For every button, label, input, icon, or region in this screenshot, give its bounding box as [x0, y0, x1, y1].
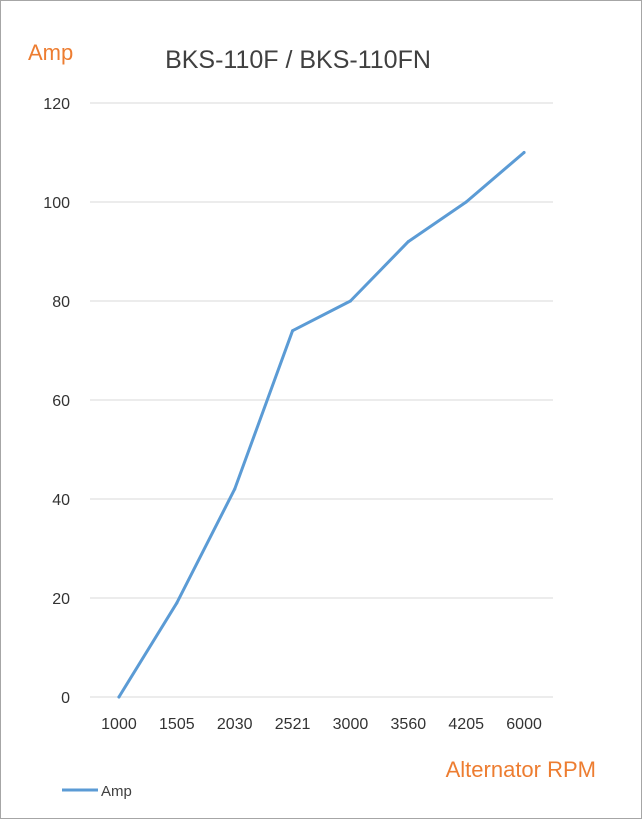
x-tick-label: 1505	[159, 716, 195, 733]
data-point	[522, 151, 526, 154]
chart-title: BKS-110F / BKS-110FN	[165, 46, 431, 74]
x-tick-label: 6000	[506, 716, 542, 733]
gridlines	[90, 102, 553, 698]
x-axis-title: Alternator RPM	[446, 757, 596, 782]
data-point	[233, 487, 237, 491]
x-tick-label: 3000	[333, 716, 369, 733]
y-tick-label: 80	[52, 294, 70, 311]
data-point	[291, 329, 295, 333]
data-point	[175, 601, 179, 605]
legend-label: Amp	[101, 783, 132, 800]
x-tick-label: 2521	[275, 716, 311, 733]
y-tick-label: 60	[52, 393, 70, 410]
data-point	[464, 200, 468, 204]
y-tick-label: 20	[52, 591, 70, 608]
x-tick-label: 2030	[217, 716, 253, 733]
y-tick-label: 0	[61, 690, 70, 707]
x-tick-label: 3560	[391, 716, 427, 733]
data-point	[406, 240, 410, 244]
y-tick-labels: 0 20 40 60 80 100 120	[43, 96, 70, 707]
data-point	[117, 695, 121, 699]
y-axis-title: Amp	[28, 40, 73, 65]
data-point	[348, 299, 352, 303]
y-tick-label: 100	[43, 195, 70, 212]
x-tick-label: 1000	[101, 716, 137, 733]
y-tick-label: 120	[43, 96, 70, 113]
legend: Amp	[62, 783, 132, 800]
series-layer	[117, 151, 526, 699]
series-line-0	[117, 151, 526, 699]
y-tick-label: 40	[52, 492, 70, 509]
x-tick-labels: 1000 1505 2030 2521 3000 3560 4205 6000	[101, 716, 542, 733]
x-tick-label: 4205	[448, 716, 484, 733]
